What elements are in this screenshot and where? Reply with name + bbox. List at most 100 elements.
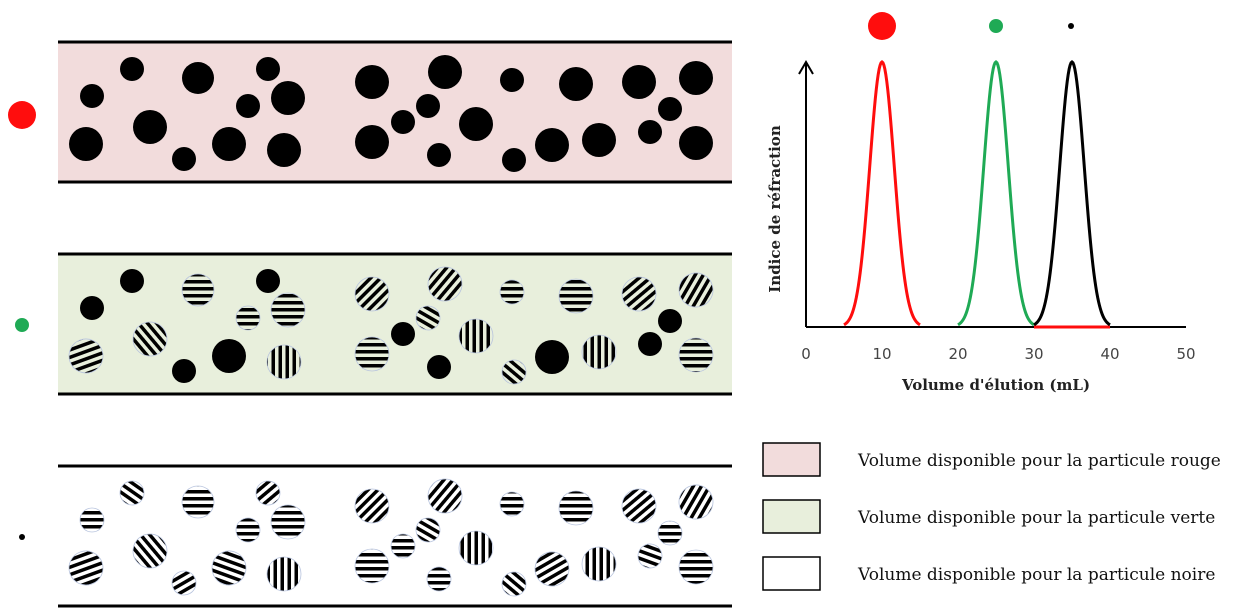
column-black-bead <box>132 533 168 569</box>
column-black-bead <box>678 484 714 520</box>
x-tick-label: 0 <box>801 345 811 363</box>
legend-swatch-green <box>762 499 821 534</box>
column-green-bead <box>638 332 662 356</box>
legend-label-green: Volume disponible pour la particule vert… <box>857 508 1215 528</box>
peak-marker-black <box>1068 23 1074 29</box>
y-axis-arrow <box>798 60 814 75</box>
column-black-bead <box>270 504 306 540</box>
column-green-bead <box>427 355 451 379</box>
column-green-bead <box>132 321 168 357</box>
legend-swatch-red <box>762 442 821 477</box>
column-green-bead <box>458 318 494 354</box>
column-green-bead <box>678 337 714 373</box>
column-black-bead <box>181 485 215 519</box>
column-black-bead <box>354 488 390 524</box>
column-green-bead <box>415 305 441 331</box>
column-red-bead <box>271 81 305 115</box>
column-black-bead <box>68 550 104 586</box>
column-black-beads <box>68 478 714 597</box>
column-red-bead <box>212 127 246 161</box>
legend: Volume disponible pour la particule roug… <box>762 442 1221 591</box>
column-green-bead <box>120 269 144 293</box>
column-green <box>58 252 732 396</box>
column-black-bead <box>458 530 494 566</box>
column-red-bead <box>622 65 656 99</box>
peak-red <box>843 60 921 327</box>
green-particle-marker <box>15 318 29 332</box>
column-black-fill <box>58 466 732 606</box>
column-green-bead <box>172 359 196 383</box>
column-red <box>58 40 732 184</box>
column-red-bead <box>133 110 167 144</box>
column-green-bead <box>80 296 104 320</box>
peaks-layer <box>843 60 1111 327</box>
column-black-bead <box>415 517 441 543</box>
column-black-bead <box>79 507 105 533</box>
column-red-bead <box>459 107 493 141</box>
column-red-bead <box>416 94 440 118</box>
column-red-bead <box>638 120 662 144</box>
column-green-bead <box>427 266 463 302</box>
column-red-bead <box>679 126 713 160</box>
particle-markers <box>8 101 36 540</box>
column-red-bead <box>120 57 144 81</box>
column-black-bead <box>621 488 657 524</box>
column-black-bead <box>235 517 261 543</box>
column-black-bead <box>499 491 525 517</box>
column-red-bead <box>267 133 301 167</box>
column-green-bead <box>256 269 280 293</box>
column-green-bead <box>68 338 104 374</box>
column-red-bead <box>355 65 389 99</box>
red-particle-marker <box>8 101 36 129</box>
column-green-bead <box>558 278 594 314</box>
column-red-bead <box>391 110 415 134</box>
column-red-bead <box>679 61 713 95</box>
column-green-bead <box>658 309 682 333</box>
column-green-bead <box>266 344 302 380</box>
column-black-bead <box>354 548 390 584</box>
column-red-bead <box>236 94 260 118</box>
column-red-bead <box>69 127 103 161</box>
x-tick-label: 50 <box>1176 345 1195 363</box>
legend-label-black: Volume disponible pour la particule noir… <box>857 565 1215 585</box>
legend-swatch-black <box>762 556 821 591</box>
column-red-bead <box>502 148 526 172</box>
column-black-bead <box>678 549 714 585</box>
column-red-fill <box>58 42 732 182</box>
column-red-bead <box>535 128 569 162</box>
column-red-bead <box>427 143 451 167</box>
column-black-bead <box>558 490 594 526</box>
peak-marker-red <box>868 12 896 40</box>
column-red-bead <box>355 125 389 159</box>
column-black-bead <box>534 551 570 587</box>
column-black-bead <box>390 533 416 559</box>
x-tick-labels: 0 10 20 30 40 50 <box>801 345 1195 363</box>
column-black-bead <box>427 478 463 514</box>
column-red-bead <box>500 68 524 92</box>
column-red-bead <box>582 123 616 157</box>
x-tick-label: 30 <box>1024 345 1043 363</box>
x-tick-label: 40 <box>1100 345 1119 363</box>
x-tick-label: 20 <box>948 345 967 363</box>
x-tick-label: 10 <box>872 345 891 363</box>
column-green-bead <box>235 305 261 331</box>
column-black-bead <box>637 543 663 569</box>
column-green-bead <box>354 276 390 312</box>
column-red-bead <box>428 55 462 89</box>
column-black-bead <box>426 566 452 592</box>
black-particle-marker <box>19 534 25 540</box>
column-red-bead <box>172 147 196 171</box>
legend-label-red: Volume disponible pour la particule roug… <box>857 451 1221 471</box>
column-black-bead <box>171 570 197 596</box>
column-black-bead <box>581 546 617 582</box>
column-black <box>58 464 732 608</box>
column-green-bead <box>391 322 415 346</box>
column-black-bead <box>501 571 527 597</box>
column-green-fill <box>58 254 732 394</box>
chromatogram: 0 10 20 30 40 50 Volume d'élution (mL) Indice… <box>766 12 1196 394</box>
column-red-bead <box>256 57 280 81</box>
column-green-bead <box>354 336 390 372</box>
peak-markers <box>868 12 1074 40</box>
column-green-beads <box>68 266 714 385</box>
peak-black <box>1033 60 1111 327</box>
